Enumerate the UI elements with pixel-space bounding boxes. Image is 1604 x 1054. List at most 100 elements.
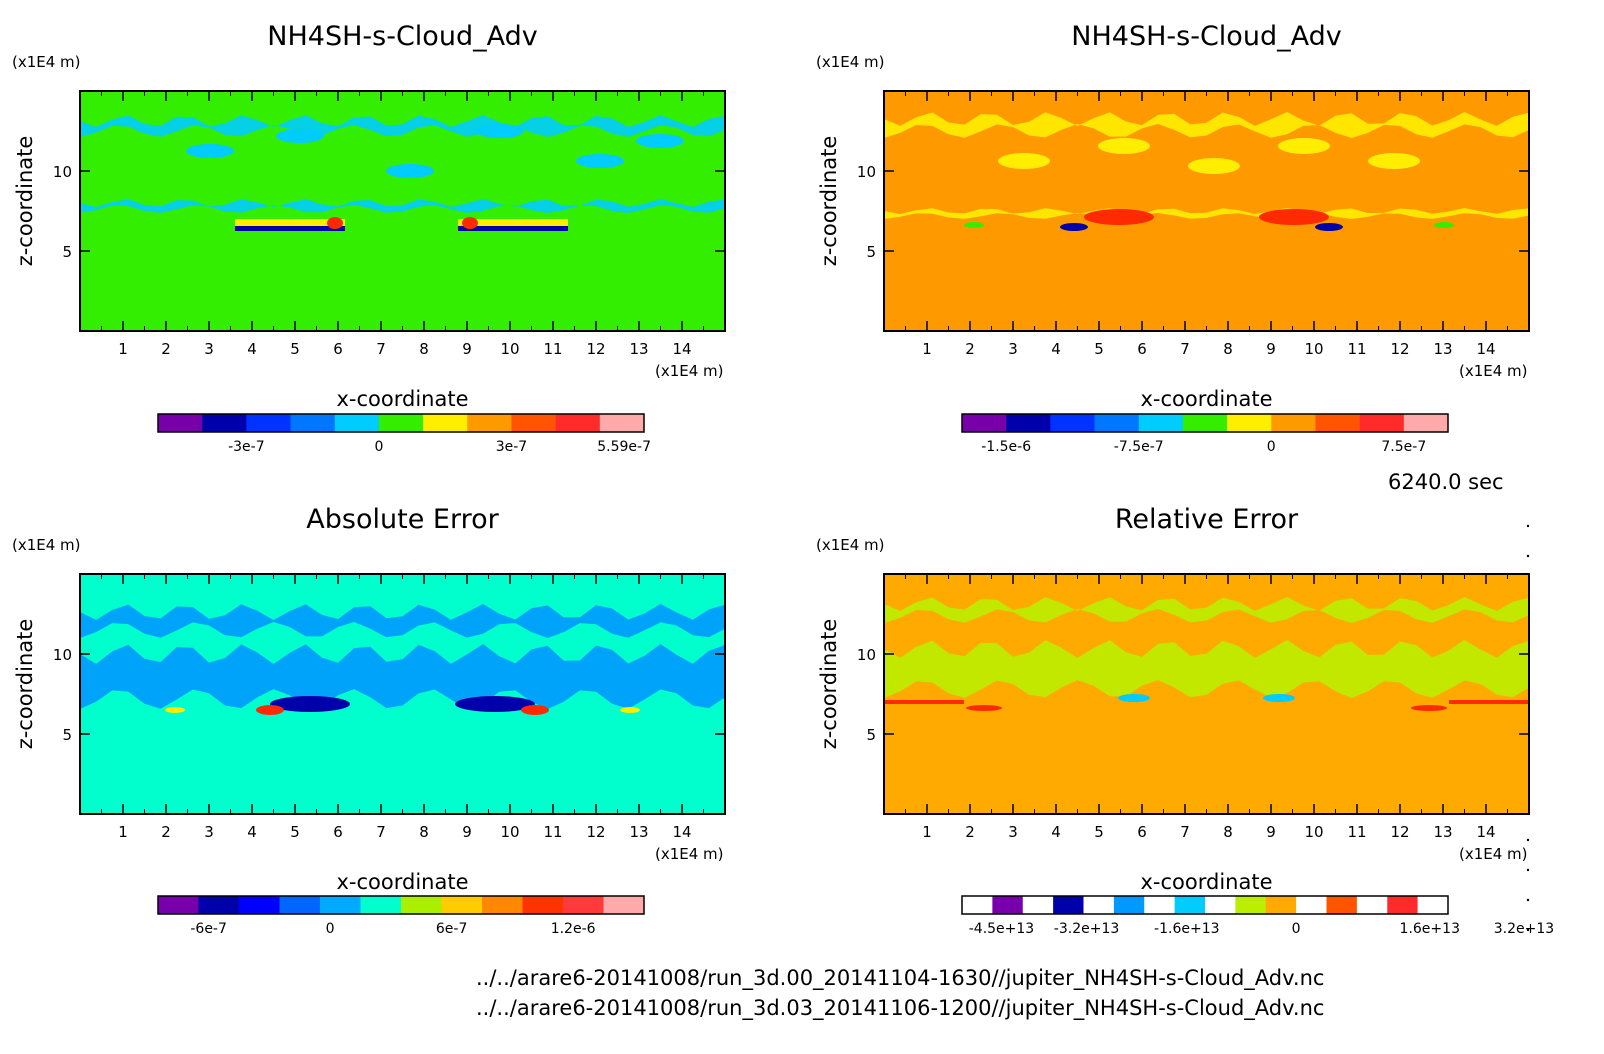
panel-3-x-tick-label-9: 9 (462, 823, 472, 841)
panel-1-colorbar-swatch (511, 414, 556, 432)
panel-1-x-tick-label-9: 9 (462, 340, 472, 358)
panel-4-x-tick-label-8: 8 (1223, 823, 1233, 841)
panel-3-x-tick-label-8: 8 (419, 823, 429, 841)
panel-2-colorbar-swatch (1315, 414, 1360, 432)
panel-1-colorbar-swatch (467, 414, 512, 432)
panel-1-x-tick-label-7: 7 (376, 340, 386, 358)
panel-4-colorbar-swatch (1235, 896, 1267, 914)
panel-4-colorbar-swatch (1387, 896, 1418, 914)
edge-dot (1526, 868, 1530, 872)
panel-4-colorbar-label: -3.2e+13 (1054, 921, 1119, 937)
panel-2-colorbar-label: 7.5e-7 (1381, 439, 1426, 455)
panel-3-colorbar-swatch (239, 896, 280, 914)
panel-3-title: Absolute Error (306, 504, 499, 535)
panel-3-x-tick-label-13: 13 (629, 823, 648, 841)
panel-1-colorbar-swatch (599, 414, 645, 432)
panel-3-colorbar-label: 0 (326, 921, 335, 937)
panel-3-colorbar-frame (157, 895, 645, 915)
panel-2-colorbar-label: -7.5e-7 (1114, 439, 1164, 455)
panel-4-colorbar-swatch (1022, 896, 1054, 914)
panel-4-x-tick-label-5: 5 (1094, 823, 1104, 841)
panel-2-y-tick-label-10: 10 (857, 163, 876, 181)
panel-4-colorbar-swatch (1113, 896, 1145, 914)
panel-2-colorbar-swatch (1227, 414, 1272, 432)
panel-3-colorbar-label: 6e-7 (436, 921, 467, 937)
edge-dot (1526, 898, 1530, 902)
panel-2-x-tick-label-13: 13 (1433, 340, 1452, 358)
panel-2-colorbar-swatch (1271, 414, 1316, 432)
panel-4-x-tick-label-3: 3 (1008, 823, 1018, 841)
panel-3-x-tick-label-3: 3 (204, 823, 214, 841)
panel-1-x-tick-label-14: 14 (672, 340, 691, 358)
panel-2-colorbar-swatch (1094, 414, 1140, 432)
panel-4-x-tick-label-12: 12 (1390, 823, 1409, 841)
panel-2-x-tick-label-5: 5 (1094, 340, 1104, 358)
panel-4-y-tick-label-10: 10 (857, 646, 876, 664)
panel-2-x-tick-label-9: 9 (1266, 340, 1276, 358)
panel-3-y-unit: (x1E4 m) (12, 536, 81, 554)
panel-1-y-tick-label-10: 10 (53, 163, 72, 181)
panel-3-colorbar-swatch (482, 896, 523, 914)
panel-4-colorbar-swatch (1417, 896, 1449, 914)
panel-1-colorbar-swatch (555, 414, 601, 432)
panel-4-x-tick-label-10: 10 (1304, 823, 1323, 841)
panel-3-colorbar-label: 1.2e-6 (551, 921, 596, 937)
panel-4-x-tick-label-2: 2 (965, 823, 975, 841)
panel-2-x-tick-label-2: 2 (965, 340, 975, 358)
panel-4-x-tick-label-14: 14 (1476, 823, 1495, 841)
panel-4-x-tick-label-4: 4 (1051, 823, 1061, 841)
panel-1-colorbar-label: 3e-7 (496, 439, 527, 455)
panel-4-colorbar-swatch (1326, 896, 1358, 914)
panel-2-x-tick-label-8: 8 (1223, 340, 1233, 358)
panel-3-y-label: z-coordinate (13, 619, 37, 750)
panel-4-y-unit: (x1E4 m) (816, 536, 885, 554)
panel-3-x-tick-label-7: 7 (376, 823, 386, 841)
panel-4-x-label: x-coordinate (1140, 870, 1272, 894)
panel-3-x-tick-label-12: 12 (586, 823, 605, 841)
panel-1-x-tick-label-11: 11 (543, 340, 562, 358)
panel-3-colorbar-swatch (320, 896, 361, 914)
file-path-2: ../../arare6-20141008/run_3d.03_20141106… (476, 996, 1325, 1020)
panel-3-x-tick-label-11: 11 (543, 823, 562, 841)
panel-1-colorbar-swatch (290, 414, 336, 432)
panel-4-colorbar-swatch (1144, 896, 1175, 914)
panel-2-x-tick-label-1: 1 (922, 340, 932, 358)
edge-dot (1526, 524, 1530, 528)
panel-2-x-tick-label-14: 14 (1476, 340, 1495, 358)
panel-4-colorbar-label: 0 (1292, 921, 1301, 937)
panel-1-x-tick-label-5: 5 (290, 340, 300, 358)
panel-2-colorbar-swatch (1359, 414, 1405, 432)
panel-1-colorbar-frame (157, 413, 645, 433)
panel-2-colorbar-swatch (1403, 414, 1449, 432)
panel-1-x-tick-label-8: 8 (419, 340, 429, 358)
panel-1-x-tick-label-6: 6 (333, 340, 343, 358)
panel-3-colorbar-label: -6e-7 (190, 921, 227, 937)
panel-4-colorbar-label: 1.6e+13 (1400, 921, 1460, 937)
panel-3-colorbar-swatch (360, 896, 402, 914)
panel-4-colorbar-label: 3.2e+13 (1494, 921, 1554, 937)
panel-4-colorbar-swatch (962, 896, 993, 914)
panel-4-y-label: z-coordinate (817, 619, 841, 750)
panel-1-x-tick-label-12: 12 (586, 340, 605, 358)
panel-2-x-tick-label-3: 3 (1008, 340, 1018, 358)
panel-4-colorbar-swatch (992, 896, 1024, 914)
panel-1-x-tick-label-1: 1 (118, 340, 128, 358)
panel-3-field (80, 574, 725, 814)
panel-1-colorbar-swatch (158, 414, 203, 432)
panel-1-field (80, 91, 725, 331)
panel-3-x-tick-label-2: 2 (161, 823, 171, 841)
panel-4-title: Relative Error (1115, 504, 1299, 535)
panel-2-colorbar-swatch (1182, 414, 1228, 432)
panel-3-x-label: x-coordinate (336, 870, 468, 894)
panel-4-colorbar-swatch (1356, 896, 1388, 914)
panel-4-x-tick-label-9: 9 (1266, 823, 1276, 841)
panel-2-field (884, 91, 1529, 331)
panel-4-y-tick-label-5: 5 (866, 726, 876, 744)
panel-2-y-tick-label-5: 5 (866, 243, 876, 261)
panel-3-x-tick-label-5: 5 (290, 823, 300, 841)
panel-4-x-tick-label-13: 13 (1433, 823, 1452, 841)
panel-4-x-tick-label-6: 6 (1137, 823, 1147, 841)
panel-3-colorbar-swatch (563, 896, 604, 914)
panel-4-colorbar-swatch (1296, 896, 1327, 914)
